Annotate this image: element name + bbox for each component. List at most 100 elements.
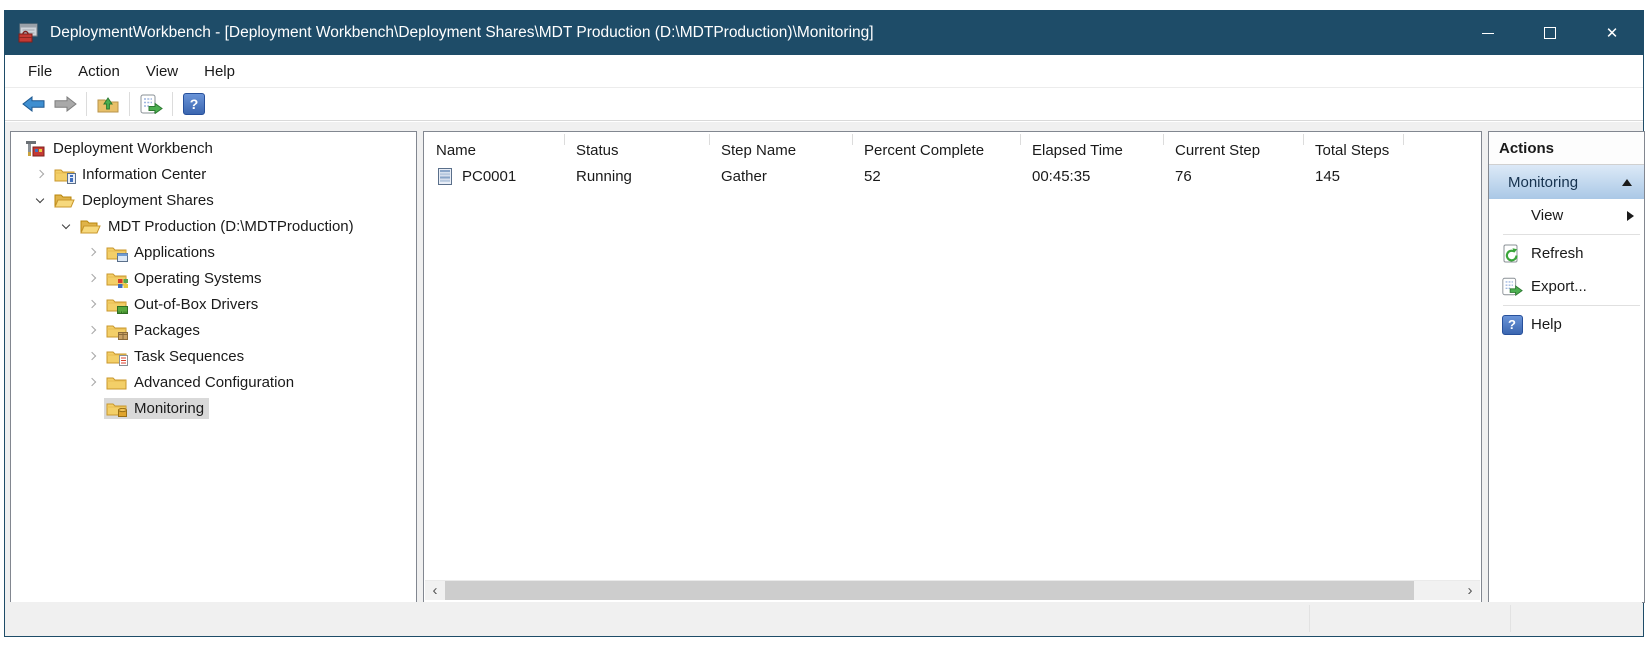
menu-file[interactable]: File [28, 62, 53, 80]
tree-item-label: Applications [134, 243, 215, 261]
column-divider[interactable] [564, 134, 565, 145]
expander-collapsed-icon[interactable] [87, 247, 104, 257]
refresh-icon [1501, 244, 1523, 264]
action-view[interactable]: View [1489, 199, 1644, 232]
action-export[interactable]: Export... [1489, 270, 1644, 303]
tree-item-mdt-production[interactable]: MDT Production (D:\MDTProduction) [11, 213, 416, 239]
back-button[interactable] [17, 90, 49, 118]
minimize-button[interactable] [1457, 11, 1519, 55]
cell-step-name: Gather [721, 168, 767, 185]
forward-arrow-icon [54, 96, 77, 112]
folder-open-icon [80, 218, 101, 235]
menu-action[interactable]: Action [78, 62, 120, 80]
column-divider[interactable] [1303, 134, 1304, 145]
table-row[interactable]: PC0001 Running Gather 52 00:45:35 76 145 [424, 163, 1481, 190]
tree-item-task-sequences[interactable]: Task Sequences [11, 343, 416, 369]
expander-collapsed-icon[interactable] [35, 169, 52, 179]
action-help[interactable]: ? Help [1489, 308, 1644, 341]
actions-pane-title: Actions [1489, 132, 1644, 165]
column-header-elapsed-time[interactable]: Elapsed Time [1032, 142, 1123, 159]
expander-collapsed-icon[interactable] [87, 377, 104, 387]
maximize-button[interactable] [1519, 11, 1581, 55]
selected-tree-item: Monitoring [104, 397, 210, 419]
computer-icon [438, 168, 452, 185]
status-bar-divider [1510, 605, 1511, 632]
maximize-icon [1544, 27, 1556, 39]
expander-collapsed-icon[interactable] [87, 299, 104, 309]
scroll-left-button[interactable]: ‹ [425, 581, 445, 600]
folder-packages-icon [106, 322, 128, 340]
action-label: Help [1531, 316, 1562, 333]
scroll-left-icon: ‹ [432, 582, 438, 599]
toolbar: ? [5, 88, 1643, 121]
tree-item-advanced-configuration[interactable]: Advanced Configuration [11, 369, 416, 395]
menu-view[interactable]: View [145, 62, 179, 80]
column-header-status[interactable]: Status [576, 142, 619, 159]
column-divider[interactable] [1020, 134, 1021, 145]
app-window: DeploymentWorkbench - [Deployment Workbe… [4, 10, 1645, 637]
tree-item-label: Packages [134, 321, 200, 339]
tree-item-out-of-box-drivers[interactable]: Out-of-Box Drivers [11, 291, 416, 317]
cell-percent-complete: 52 [864, 168, 881, 185]
expander-collapsed-icon[interactable] [87, 351, 104, 361]
tree-item-packages[interactable]: Packages [11, 317, 416, 343]
column-header-total-steps[interactable]: Total Steps [1315, 142, 1390, 159]
cell-name: PC0001 [462, 168, 517, 185]
action-label: View [1531, 207, 1564, 224]
tree-item-deployment-shares[interactable]: Deployment Shares [11, 187, 416, 213]
folder-open-icon [54, 192, 75, 209]
folder-applications-icon [106, 244, 128, 262]
results-pane: Name Status Step Name Percent Complete E… [423, 131, 1482, 603]
expander-collapsed-icon[interactable] [87, 325, 104, 335]
actions-section-monitoring[interactable]: Monitoring [1489, 165, 1644, 199]
content-area: Deployment Workbench [5, 122, 1645, 636]
actions-section-label: Monitoring [1508, 173, 1579, 191]
column-header-name[interactable]: Name [436, 142, 477, 159]
action-label: Refresh [1531, 245, 1584, 262]
up-one-level-folder-icon [97, 97, 119, 113]
tree-item-applications[interactable]: Applications [11, 239, 416, 265]
tree-item-label: Monitoring [134, 399, 205, 417]
column-header-percent-complete[interactable]: Percent Complete [864, 142, 985, 159]
expander-expanded-icon[interactable] [35, 194, 52, 203]
horizontal-scrollbar[interactable]: ‹ › [425, 580, 1480, 600]
help-icon: ? [1501, 314, 1523, 335]
export-icon [1501, 277, 1523, 297]
forward-button[interactable] [49, 90, 81, 118]
column-divider[interactable] [1163, 134, 1164, 145]
tree-item-monitoring[interactable]: Monitoring [11, 395, 416, 421]
export-list-icon [140, 94, 163, 114]
cell-current-step: 76 [1175, 168, 1192, 185]
status-bar [6, 602, 1642, 635]
expander-expanded-icon[interactable] [61, 220, 78, 229]
column-divider[interactable] [709, 134, 710, 145]
workbench-icon [25, 140, 46, 157]
tree-item-operating-systems[interactable]: Operating Systems [11, 265, 416, 291]
collapse-section-icon[interactable] [1622, 178, 1632, 186]
tree-item-label: Advanced Configuration [134, 373, 295, 391]
scroll-right-button[interactable]: › [1460, 581, 1480, 600]
expander-collapsed-icon[interactable] [87, 273, 104, 283]
action-refresh[interactable]: Refresh [1489, 237, 1644, 270]
tree-item-label: MDT Production (D:\MDTProduction) [108, 217, 354, 235]
column-header-current-step[interactable]: Current Step [1175, 142, 1261, 159]
folder-drivers-icon [106, 296, 128, 314]
close-button[interactable]: ✕ [1581, 11, 1643, 55]
tree-item-deployment-workbench[interactable]: Deployment Workbench [11, 135, 416, 161]
close-icon: ✕ [1605, 24, 1619, 42]
help-button[interactable]: ? [178, 90, 210, 118]
scrollbar-track[interactable] [445, 581, 1460, 600]
folder-info-icon [54, 166, 76, 184]
column-header-step-name[interactable]: Step Name [721, 142, 797, 159]
menu-bar: File Action View Help [5, 55, 1643, 88]
column-divider[interactable] [1403, 134, 1404, 145]
cell-elapsed-time: 00:45:35 [1032, 168, 1091, 185]
tree-item-information-center[interactable]: Information Center [11, 161, 416, 187]
folder-tasks-icon [106, 348, 128, 366]
up-one-level-button[interactable] [92, 90, 124, 118]
export-button[interactable] [135, 90, 167, 118]
scrollbar-thumb[interactable] [445, 581, 1415, 600]
menu-help[interactable]: Help [204, 62, 235, 80]
tree-item-label: Out-of-Box Drivers [134, 295, 259, 313]
column-divider[interactable] [852, 134, 853, 145]
